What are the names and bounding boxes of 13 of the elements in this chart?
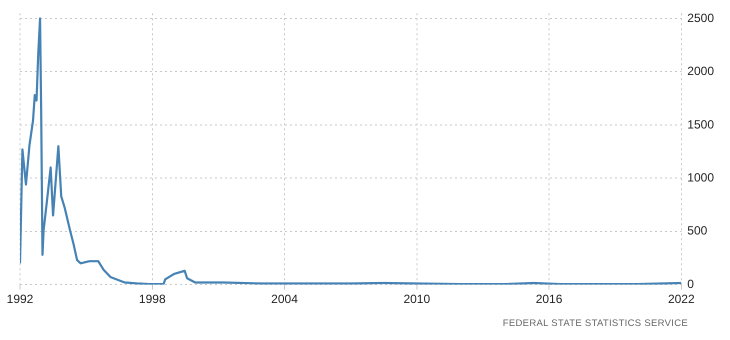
x-tick-label: 2016	[536, 292, 563, 306]
x-tick-label: 2004	[271, 292, 298, 306]
x-tick-label: 2022	[668, 292, 695, 306]
y-tick-label: 1500	[687, 117, 714, 132]
y-tick-label: 500	[687, 224, 708, 238]
y-tick-label: 0	[687, 276, 694, 291]
y-tick-label: 2500	[687, 10, 714, 25]
y-tick-label: 1000	[687, 170, 714, 184]
x-tick-label: 1992	[6, 292, 34, 306]
x-tick-label: 2010	[403, 292, 430, 306]
text: FEDERAL STATE STATISTICS SERVICE	[502, 318, 688, 329]
x-tick-label: 1998	[138, 292, 166, 306]
y-tick-label: 2000	[687, 64, 714, 78]
